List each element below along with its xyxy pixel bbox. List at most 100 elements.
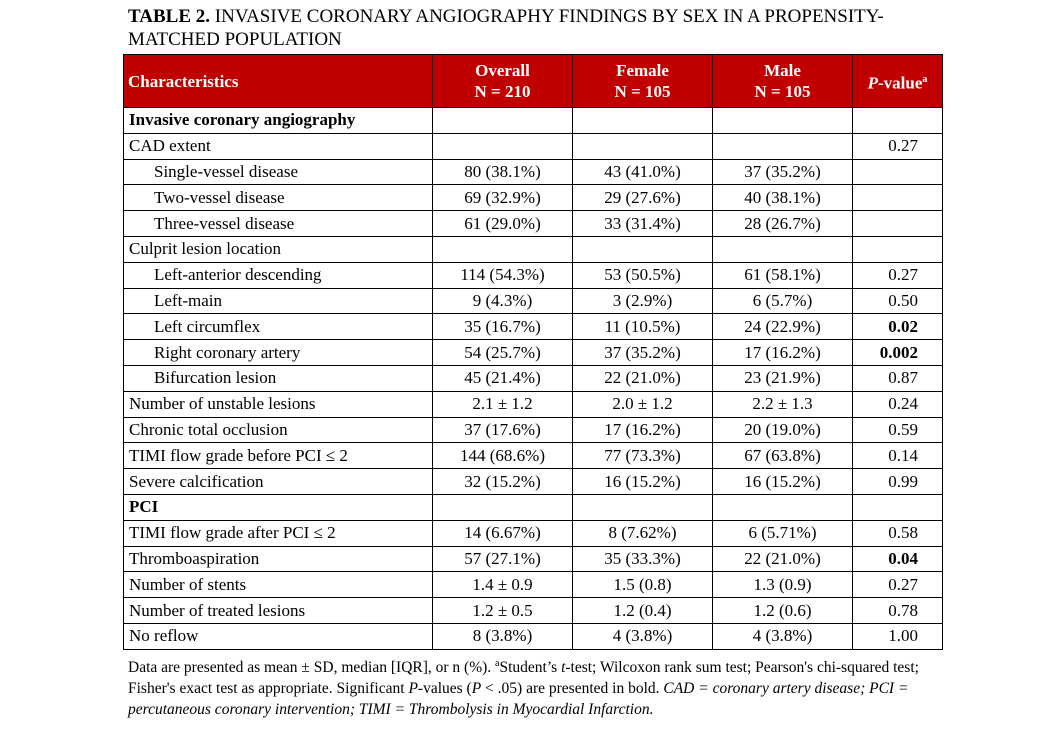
cell-p-value: 0.59 <box>852 416 943 444</box>
table-row: Severe calcification 32 (15.2%) 16 (15.2%)… <box>123 468 943 495</box>
table-row: Number of unstable lesions 2.1 ± 1.2 2.0 ±… <box>123 390 943 418</box>
cell-p-value: 0.24 <box>852 390 943 418</box>
cell-overall <box>432 235 573 263</box>
row-label: Severe calcification <box>123 468 433 495</box>
table-row: Thromboaspiration 57 (27.1%) 35 (33.3%) 22 … <box>123 545 943 573</box>
cell-male: 23 (21.9%) <box>712 364 853 392</box>
row-label: Bifurcation lesion <box>123 364 433 392</box>
table-title: TABLE 2. INVASIVE CORONARY ANGIOGRAPHY F… <box>128 6 884 50</box>
row-label: Left circumflex <box>123 313 433 341</box>
cell-female: 53 (50.5%) <box>572 261 713 289</box>
cell-female: 29 (27.6%) <box>572 184 713 212</box>
cell-overall: 57 (27.1%) <box>432 545 573 573</box>
row-label: Right coronary artery <box>123 339 433 366</box>
header-male: Male N = 105 <box>712 54 853 108</box>
cell-female: 4 (3.8%) <box>572 622 713 650</box>
cell-male: 16 (15.2%) <box>712 468 853 495</box>
cell-male: 67 (63.8%) <box>712 442 853 470</box>
table-row: Culprit lesion location <box>123 235 943 263</box>
cell-male <box>712 235 853 263</box>
table-row: PCI <box>123 493 943 521</box>
table-row: Left-anterior descending 114 (54.3%) 53 (5… <box>123 261 943 289</box>
cell-p-value <box>852 493 943 521</box>
cell-female <box>572 132 713 160</box>
row-label: Culprit lesion location <box>123 235 433 263</box>
cell-overall: 37 (17.6%) <box>432 416 573 444</box>
cell-male: 22 (21.0%) <box>712 545 853 573</box>
cell-overall: 54 (25.7%) <box>432 339 573 366</box>
cell-female: 11 (10.5%) <box>572 313 713 341</box>
cell-overall: 1.2 ± 0.5 <box>432 597 573 624</box>
cell-female: 8 (7.62%) <box>572 519 713 547</box>
table-row: Left circumflex 35 (16.7%) 11 (10.5%) 24 (2… <box>123 313 943 341</box>
cell-overall <box>432 493 573 521</box>
cell-female: 22 (21.0%) <box>572 364 713 392</box>
cell-female: 33 (31.4%) <box>572 210 713 237</box>
cell-female: 77 (73.3%) <box>572 442 713 470</box>
cell-p-value: 0.58 <box>852 519 943 547</box>
table-row: Chronic total occlusion 37 (17.6%) 17 (16.… <box>123 416 943 444</box>
header-row: Characteristics Overall N = 210 Female N =… <box>123 54 943 108</box>
table-row: No reflow 8 (3.8%) 4 (3.8%) 4 (3.8%) 1.00 <box>123 622 943 650</box>
cell-p-value <box>852 184 943 212</box>
row-label: CAD extent <box>123 132 433 160</box>
cell-overall: 1.4 ± 0.9 <box>432 571 573 599</box>
table-row: TIMI flow grade before PCI ≤ 2 144 (68.6%… <box>123 442 943 470</box>
cell-male <box>712 107 853 134</box>
cell-female: 1.2 (0.4) <box>572 597 713 624</box>
table-footnote: Data are presented as mean ± SD, median … <box>128 657 919 718</box>
row-label: TIMI flow grade before PCI ≤ 2 <box>123 442 433 470</box>
cell-p-value: 0.99 <box>852 468 943 495</box>
cell-female: 16 (15.2%) <box>572 468 713 495</box>
cell-male: 6 (5.71%) <box>712 519 853 547</box>
cell-male: 2.2 ± 1.3 <box>712 390 853 418</box>
cell-female <box>572 493 713 521</box>
row-label: Number of stents <box>123 571 433 599</box>
row-label: Thromboaspiration <box>123 545 433 573</box>
row-label: Single-vessel disease <box>123 158 433 186</box>
cell-p-value <box>852 158 943 186</box>
row-label: Chronic total occlusion <box>123 416 433 444</box>
cell-p-value: 0.87 <box>852 364 943 392</box>
cell-female: 35 (33.3%) <box>572 545 713 573</box>
cell-p-value <box>852 107 943 134</box>
row-label: Number of unstable lesions <box>123 390 433 418</box>
findings-table: Characteristics Overall N = 210 Female N =… <box>123 54 943 650</box>
cell-female: 2.0 ± 1.2 <box>572 390 713 418</box>
cell-p-value: 0.14 <box>852 442 943 470</box>
cell-p-value: 0.04 <box>852 545 943 573</box>
row-label: TIMI flow grade after PCI ≤ 2 <box>123 519 433 547</box>
cell-female <box>572 107 713 134</box>
table-row: Invasive coronary angiography <box>123 107 943 134</box>
cell-female: 17 (16.2%) <box>572 416 713 444</box>
cell-male: 61 (58.1%) <box>712 261 853 289</box>
row-label: No reflow <box>123 622 433 650</box>
cell-p-value: 1.00 <box>852 622 943 650</box>
cell-overall <box>432 107 573 134</box>
cell-overall: 14 (6.67%) <box>432 519 573 547</box>
row-label: PCI <box>123 493 433 521</box>
row-label: Number of treated lesions <box>123 597 433 624</box>
cell-female: 1.5 (0.8) <box>572 571 713 599</box>
cell-female <box>572 235 713 263</box>
cell-p-value: 0.50 <box>852 287 943 315</box>
table-row: Three-vessel disease 61 (29.0%) 33 (31.4%)… <box>123 210 943 237</box>
table-row: CAD extent 0.27 <box>123 132 943 160</box>
row-label: Three-vessel disease <box>123 210 433 237</box>
table-row: Left-main 9 (4.3%) 3 (2.9%) 6 (5.7%) 0.50 <box>123 287 943 315</box>
cell-female: 3 (2.9%) <box>572 287 713 315</box>
table-row: Right coronary artery 54 (25.7%) 37 (35.2%… <box>123 339 943 366</box>
cell-male: 4 (3.8%) <box>712 622 853 650</box>
cell-overall: 8 (3.8%) <box>432 622 573 650</box>
cell-male: 1.3 (0.9) <box>712 571 853 599</box>
table-row: Number of treated lesions 1.2 ± 0.5 1.2 (0… <box>123 597 943 624</box>
header-overall: Overall N = 210 <box>432 54 573 108</box>
cell-overall: 61 (29.0%) <box>432 210 573 237</box>
cell-overall <box>432 132 573 160</box>
cell-male: 28 (26.7%) <box>712 210 853 237</box>
cell-p-value: 0.002 <box>852 339 943 366</box>
cell-overall: 45 (21.4%) <box>432 364 573 392</box>
cell-male: 17 (16.2%) <box>712 339 853 366</box>
cell-overall: 9 (4.3%) <box>432 287 573 315</box>
cell-p-value <box>852 235 943 263</box>
